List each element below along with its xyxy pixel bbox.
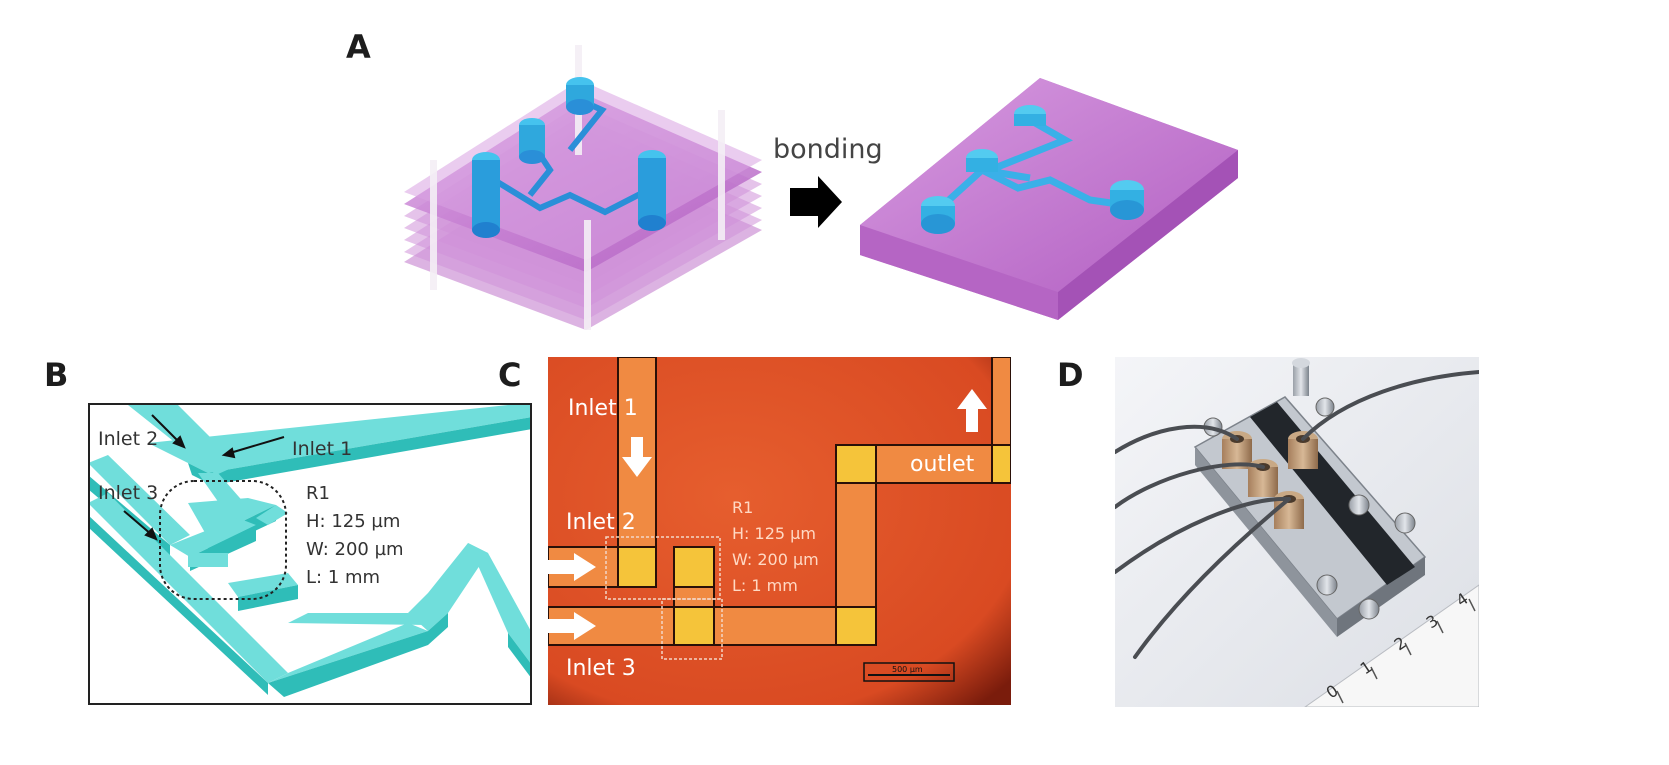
panel-d-photo: 0 1 2 3 4: [1115, 357, 1479, 707]
bonded-chip: [860, 78, 1238, 320]
inlet-2-label: Inlet 2: [566, 510, 636, 535]
spec-name: R1: [306, 483, 330, 504]
panel-c-label: C: [498, 356, 522, 394]
spec-width: W: 200 µm: [306, 539, 404, 560]
device-screws: [1203, 358, 1416, 620]
spec-name: R1: [732, 498, 753, 517]
panel-a-label: A: [346, 28, 371, 66]
highlight-boxes: [605, 536, 723, 660]
spec-height: H: 125 µm: [306, 511, 400, 532]
panel-a-diagram: bonding: [404, 45, 1238, 330]
bonding-arrow-icon: [790, 176, 842, 228]
stack-ports: [472, 77, 666, 238]
inlet-2-label: Inlet 2: [98, 428, 158, 450]
inlet-1-label: Inlet 1: [568, 396, 638, 421]
region-outline: [159, 480, 287, 600]
bonding-label: bonding: [773, 134, 883, 165]
panel-b-label: B: [44, 356, 69, 394]
scale-bar-label: 500 µm: [892, 665, 923, 674]
scale-bar: 500 µm: [863, 662, 955, 682]
spec-width: W: 200 µm: [732, 550, 819, 569]
inlet-3-label: Inlet 3: [566, 656, 636, 681]
outlet-label: outlet: [910, 452, 975, 477]
junction-nodes: [617, 444, 1011, 646]
tubing: [1115, 370, 1479, 659]
spec-height: H: 125 µm: [732, 524, 816, 543]
panel-c-micrograph: Inlet 1 Inlet 2 Inlet 3 outlet R1 H: 125…: [548, 357, 1011, 705]
panel-b-diagram: Inlet 2 Inlet 1 Inlet 3 R1 H: 125 µm W: …: [88, 403, 532, 705]
flow-arrows: [548, 389, 987, 640]
channel-network: [90, 405, 530, 697]
ruler: 0 1 2 3 4: [1304, 584, 1479, 707]
inlet-1-label: Inlet 1: [292, 438, 352, 460]
stacked-layers: [404, 80, 762, 330]
spec-length: L: 1 mm: [306, 567, 380, 588]
inlet-3-label: Inlet 3: [98, 482, 158, 504]
panel-d-label: D: [1057, 356, 1084, 394]
flow-arrows: [123, 414, 285, 541]
spec-length: L: 1 mm: [732, 576, 798, 595]
chip-ports: [921, 105, 1144, 234]
